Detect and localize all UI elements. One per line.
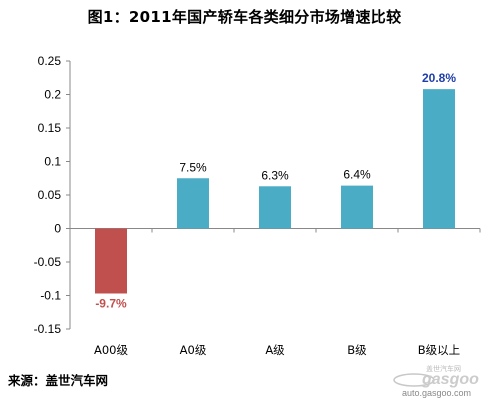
bars [95, 89, 455, 294]
x-category-label: B级以上 [418, 343, 460, 357]
bar [423, 89, 455, 229]
chart-title: 图1：2011年国产轿车各类细分市场增速比较 [87, 8, 402, 26]
data-labels: -9.7% 7.5% 6.3% 6.4% 20.8% [95, 71, 456, 310]
data-label: -9.7% [95, 296, 127, 310]
source-note: 来源：盖世汽车网 [8, 373, 109, 388]
y-tick-label: 0.2 [44, 88, 61, 102]
gasgoo-watermark: gasgoo 盖世汽车网 auto.gasgoo.com [392, 364, 487, 400]
y-tick-label: 0.1 [44, 155, 61, 169]
axes: 0.25 0.2 0.15 0.1 0.05 0 -0.05 -0.1 -0.15 A00级 A0级… [34, 54, 481, 357]
bar [259, 186, 291, 229]
bar-chart: 0.25 0.2 0.15 0.1 0.05 0 -0.05 -0.1 -0.15 A00级 A0级… [34, 54, 481, 357]
bar [177, 178, 209, 229]
x-category-label: B级 [347, 343, 367, 357]
data-label: 6.3% [261, 168, 289, 182]
bar [95, 228, 127, 294]
y-tick-label: 0.15 [38, 121, 62, 135]
y-tick-label: 0 [54, 222, 61, 236]
x-category-label: A0级 [180, 343, 207, 357]
y-tick-label: 0.05 [38, 188, 62, 202]
y-tick-label: -0.15 [34, 322, 62, 336]
svg-text:盖世汽车网: 盖世汽车网 [426, 364, 461, 373]
x-category-label: A00级 [94, 343, 129, 357]
watermark-url: auto.gasgoo.com [402, 388, 472, 398]
svg-text:gasgoo: gasgoo [421, 371, 479, 388]
data-label: 20.8% [422, 71, 456, 85]
data-label: 6.4% [343, 168, 371, 182]
y-tick-label: -0.1 [40, 289, 61, 303]
gasgoo-logo-icon: gasgoo 盖世汽车网 [393, 364, 479, 388]
y-tick-label: -0.05 [34, 255, 62, 269]
data-label: 7.5% [179, 160, 207, 174]
bar [341, 185, 373, 229]
x-category-label: A级 [265, 343, 285, 357]
y-tick-label: 0.25 [38, 54, 62, 68]
